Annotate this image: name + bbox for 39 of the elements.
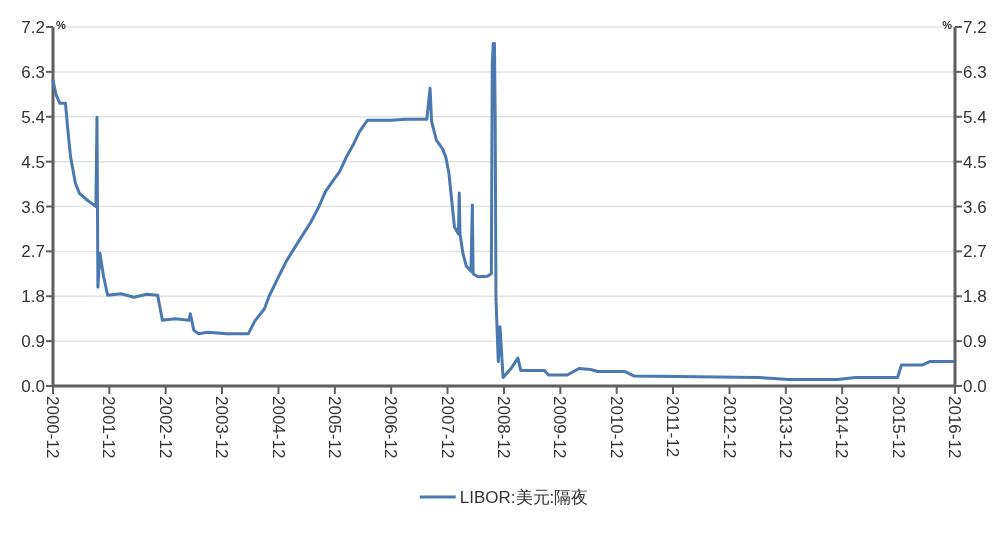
x-tick-label: 2008-12 [494,396,513,459]
y-tick-label: 7.2 [21,18,45,37]
y-tick-label: 3.6 [21,197,45,217]
y-tick-label: 5.4 [21,107,45,127]
y-axis-title: % [56,19,66,31]
y2-tick-label: 2.7 [963,242,987,262]
x-tick-label: 2010-12 [606,396,626,459]
y-tick-label: 4.5 [21,152,45,172]
x-tick-label: 2016-12 [945,396,964,459]
legend-label: LIBOR:美元:隔夜 [459,488,589,507]
x-tick-label: 2013-12 [775,396,795,459]
y2-tick-label: 6.3 [963,62,987,82]
x-tick-label: 2002-12 [155,396,175,459]
y2-axis-title: % [942,19,953,31]
x-tick-label: 2012-12 [719,396,739,459]
x-tick-label: 2007-12 [437,396,457,459]
x-tick-label: 2003-12 [212,396,232,459]
x-tick-label: 2001-12 [99,396,119,459]
y2-tick-label: 7.2 [963,18,987,37]
y2-tick-label: 5.4 [963,107,987,127]
y2-tick-label: 0.9 [963,332,987,352]
y-tick-label: 2.7 [21,242,45,262]
x-tick-label: 2006-12 [381,396,401,459]
y2-tick-label: 4.5 [963,152,987,172]
y-tick-label: 1.8 [21,287,45,307]
x-tick-label: 2005-12 [324,396,344,459]
y-tick-label: 0.9 [21,332,45,352]
y-tick-label: 0.0 [21,377,45,396]
line-series [51,41,955,382]
x-tick-label: 2011-12 [663,396,683,458]
y2-tick-label: 3.6 [963,197,987,217]
x-tick-label: 2014-12 [832,396,852,459]
x-tick-label: 2000-12 [43,396,62,459]
x-tick-label: 2009-12 [550,396,570,459]
x-tick-label: 2015-12 [888,396,908,459]
y-tick-label: 6.3 [21,62,45,82]
y2-tick-label: 1.8 [963,287,987,307]
y2-tick-label: 0.0 [963,377,987,396]
x-tick-label: 2004-12 [268,396,288,459]
